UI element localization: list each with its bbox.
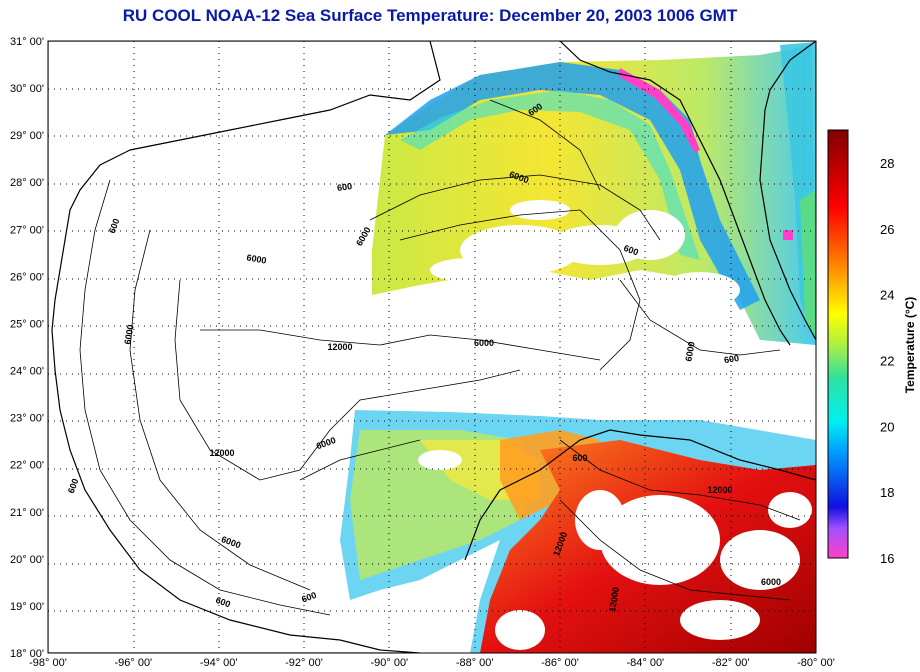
contour-label: 6000 (474, 338, 494, 348)
colorbar (827, 129, 849, 559)
longitude-tick-label: -86° 00' (541, 657, 579, 669)
longitude-tick-label: -94° 00' (200, 657, 238, 669)
latitude-tick-label: 20° 00' (10, 554, 44, 566)
latitude-tick-label: 28° 00' (10, 177, 44, 189)
contour-label: 600 (300, 590, 318, 605)
contour-label: 6000 (122, 324, 135, 345)
contour-label: 6000 (683, 341, 696, 362)
sst-speck (783, 230, 793, 240)
contour-label-group: 600 600 600 600 600 600 600 600 6000 6000 6000 6000… (66, 101, 781, 613)
latitude-axis: 31° 00' 30° 00' 29° 00' 28° 00' 27° 00' 26° 0… (10, 36, 44, 660)
cloud-mask-north (430, 200, 740, 308)
latitude-tick-label: 22° 00' (10, 460, 44, 472)
longitude-tick-label: -80° 00' (797, 657, 835, 669)
colorbar-tick-label: 18 (880, 485, 894, 500)
longitude-tick-label: -98° 00' (29, 657, 67, 669)
longitude-tick-label: -88° 00' (456, 657, 494, 669)
contour-label: 600 (622, 243, 640, 258)
contour-label: 12000 (209, 448, 234, 458)
contour-label: 12000 (327, 342, 352, 352)
colorbar-tick-label: 24 (880, 288, 894, 303)
colorbar-tick-label: 20 (880, 419, 894, 434)
graticule (48, 41, 816, 653)
colorbar-tick-label: 26 (880, 222, 894, 237)
latitude-tick-label: 30° 00' (10, 83, 44, 95)
contour-label: 12000 (607, 586, 621, 612)
colorbar-tick-label: 28 (880, 156, 894, 171)
land-outline (48, 41, 816, 653)
latitude-tick-label: 26° 00' (10, 271, 44, 283)
colorbar-title: Temperature (°C) (903, 297, 917, 394)
longitude-tick-label: -90° 00' (370, 657, 408, 669)
latitude-tick-label: 31° 00' (10, 36, 44, 48)
latitude-tick-label: 19° 00' (10, 601, 44, 613)
contour-label: 600 (572, 453, 587, 463)
contour-label: 12000 (707, 485, 732, 495)
latitude-tick-label: 24° 00' (10, 366, 44, 378)
longitude-tick-label: -84° 00' (626, 657, 664, 669)
contour-label: 6000 (246, 252, 267, 265)
latitude-tick-label: 21° 00' (10, 507, 44, 519)
colorbar-tick-label: 22 (880, 353, 894, 368)
latitude-tick-label: 29° 00' (10, 130, 44, 142)
contour-label: 6000 (761, 577, 781, 587)
latitude-tick-label: 25° 00' (10, 318, 44, 330)
longitude-tick-label: -96° 00' (114, 657, 152, 669)
contour-label: 600 (66, 477, 81, 495)
sst-magenta-edge (618, 68, 700, 152)
latitude-tick-label: 23° 00' (10, 413, 44, 425)
contour-label: 600 (336, 181, 352, 193)
colorbar-tick-label: 16 (880, 551, 894, 566)
bathymetry-contours (79, 99, 801, 616)
plot-border (47, 40, 817, 654)
longitude-tick-label: -92° 00' (285, 657, 323, 669)
longitude-axis: -98° 00' -96° 00' -94° 00' -92° 00' -90° 00'… (29, 657, 835, 669)
contour-label: 600 (107, 217, 122, 235)
longitude-tick-label: -82° 00' (712, 657, 750, 669)
map-title: RU COOL NOAA-12 Sea Surface Temperature:… (122, 6, 738, 25)
sst-coastal-cool-north (385, 62, 760, 310)
latitude-tick-label: 27° 00' (10, 224, 44, 236)
latitude-tick-label: 18° 00' (10, 648, 44, 660)
contour-label: 600 (214, 595, 232, 610)
contour-label: 600 (723, 353, 740, 365)
colorbar-labels: 28 26 24 22 20 18 16 (880, 156, 894, 566)
sst-atlantic-warm (800, 190, 816, 340)
